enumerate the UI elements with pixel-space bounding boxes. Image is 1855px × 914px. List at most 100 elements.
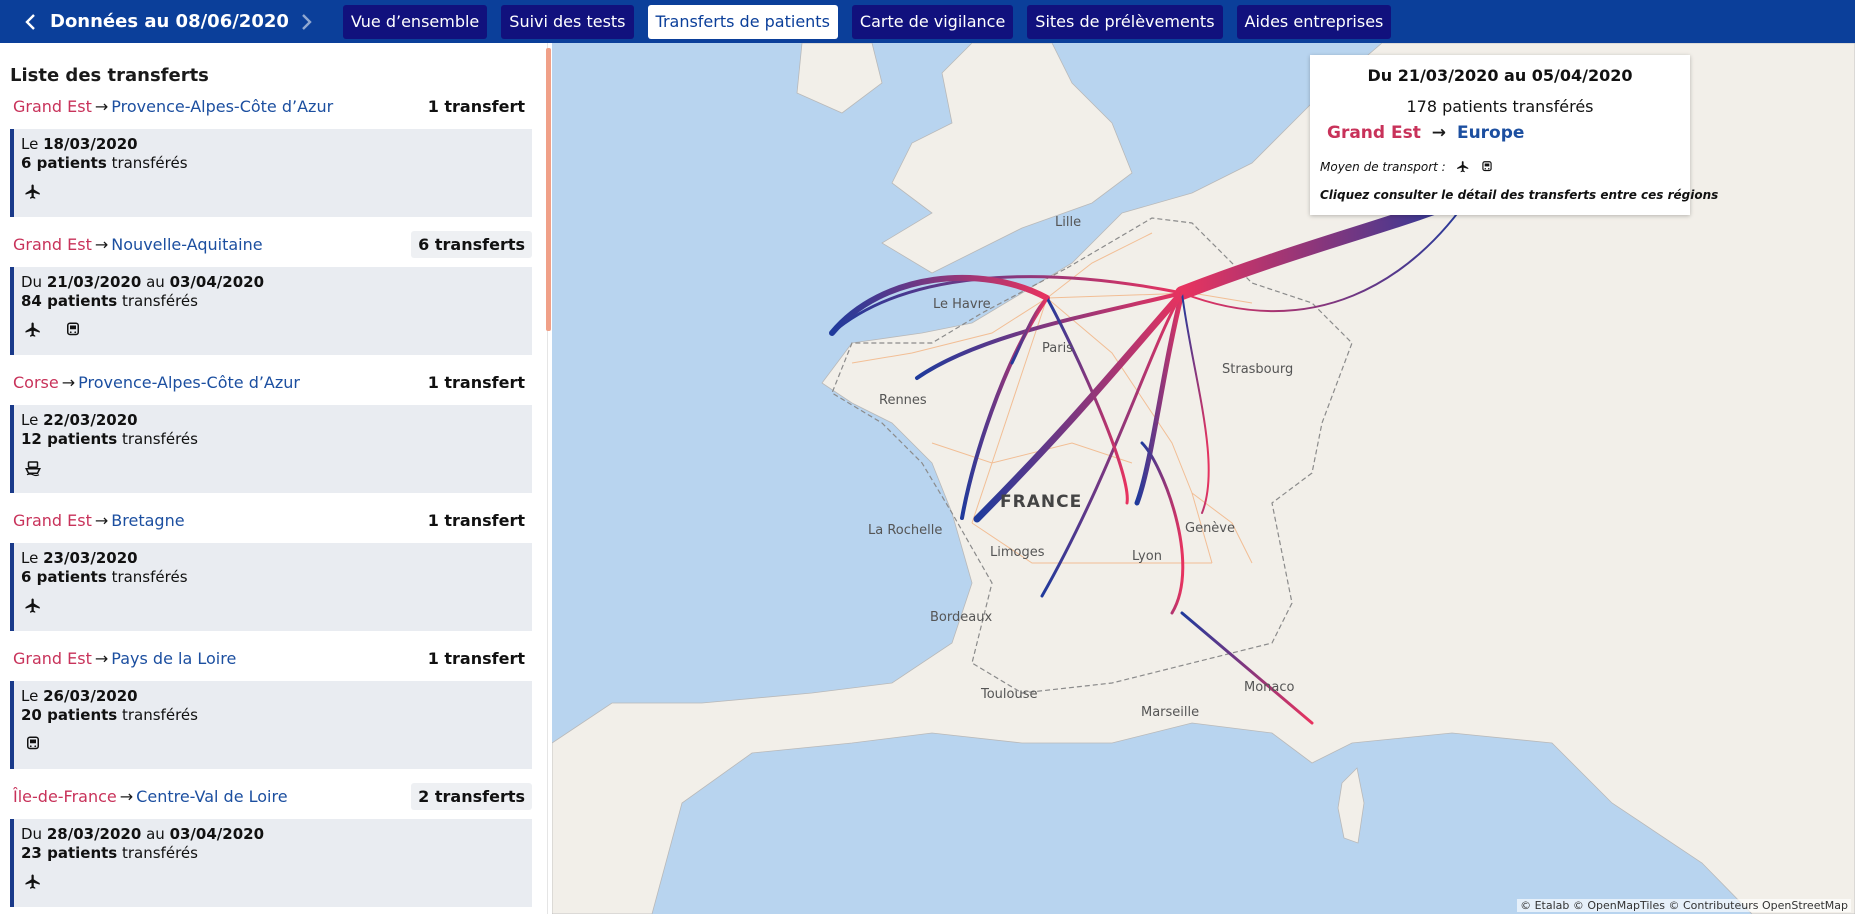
city-label-bordeaux: Bordeaux xyxy=(930,610,993,625)
popup-hint: Cliquez consulter le détail des transfer… xyxy=(1320,188,1719,202)
patient-count: 23 patients xyxy=(21,844,118,862)
transfer-dates: Du 21/03/2020 au 03/04/2020 xyxy=(21,273,532,292)
transport-icons xyxy=(21,872,532,892)
city-label-lyon: Lyon xyxy=(1132,549,1162,564)
train-icon xyxy=(67,322,79,336)
tab-transferts-patients[interactable]: Transferts de patients xyxy=(647,4,838,39)
transfer-patients: 6 patients transférés xyxy=(21,568,532,587)
popup-transport-label: Moyen de transport : xyxy=(1320,160,1446,174)
route-from: Corse xyxy=(13,372,59,392)
date-prefix: Le xyxy=(21,549,39,567)
map-canvas xyxy=(552,43,1855,914)
patient-suffix: transférés xyxy=(122,844,198,862)
route-to: Bretagne xyxy=(111,510,185,530)
transfer-list-panel: Liste des transferts Grand Est → Provence-… xyxy=(0,43,548,914)
transfer-group-header[interactable]: Corse → Provence-Alpes-Côte d’Azur 1 transf… xyxy=(10,366,532,398)
route-to: Provence-Alpes-Côte d’Azur xyxy=(78,372,300,392)
popup-route: Grand Est → Europe xyxy=(1327,123,1524,143)
previous-date-button[interactable] xyxy=(20,11,42,33)
transport-icons xyxy=(21,182,532,202)
transport-icons xyxy=(21,320,532,340)
patient-suffix: transférés xyxy=(122,706,198,724)
patient-suffix: transférés xyxy=(122,292,198,310)
route-to: Pays de la Loire xyxy=(111,648,237,668)
route-to: Centre-Val de Loire xyxy=(136,786,288,806)
transfer-group-header[interactable]: Grand Est → Nouvelle-Aquitaine 6 transferts xyxy=(10,228,532,260)
transfer-group[interactable]: Grand Est → Bretagne 1 transfert Le 23/03/20… xyxy=(10,504,532,631)
transport-icons xyxy=(21,734,532,754)
top-bar: Données au 08/06/2020 Vue d’ensemble Sui… xyxy=(0,0,1855,43)
transfer-dates: Le 22/03/2020 xyxy=(21,411,532,430)
tab-aides-entreprises[interactable]: Aides entreprises xyxy=(1236,4,1392,39)
transfer-group-header[interactable]: Île-de-France → Centre-Val de Loire 2 trans… xyxy=(10,780,532,812)
city-label-geneve: Genève xyxy=(1185,521,1236,536)
date-prefix: Le xyxy=(21,135,39,153)
transfer-group[interactable]: Corse → Provence-Alpes-Côte d’Azur 1 transf… xyxy=(10,366,532,493)
route-arrow: → xyxy=(94,510,109,530)
route-arrow: → xyxy=(94,234,109,254)
plane-icon xyxy=(25,874,40,889)
transfer-group-header[interactable]: Grand Est → Bretagne 1 transfert xyxy=(10,504,532,536)
transfer-route: Grand Est → Provence-Alpes-Côte d’Azur xyxy=(13,97,333,116)
transfer-card[interactable]: Le 26/03/2020 20 patients transférés xyxy=(10,681,532,769)
transfer-map[interactable]: Lille Le Havre Paris Strasbourg Rennes L… xyxy=(552,43,1855,914)
date-end: 03/04/2020 xyxy=(169,273,265,291)
transfer-card[interactable]: Le 18/03/2020 6 patients transférés xyxy=(10,129,532,217)
transfer-group[interactable]: Grand Est → Provence-Alpes-Côte d’Azur 1 tr… xyxy=(10,90,532,217)
date-title: Données au 08/06/2020 xyxy=(50,11,289,32)
popup-transport: Moyen de transport : xyxy=(1320,160,1494,174)
transfer-route: Grand Est → Pays de la Loire xyxy=(13,649,236,668)
transfer-card[interactable]: Du 21/03/2020 au 03/04/2020 84 patients t… xyxy=(10,267,532,355)
transfer-count-badge: 1 transfert xyxy=(427,372,525,392)
transfer-route: Île-de-France → Centre-Val de Loire xyxy=(13,787,288,806)
transfer-dates: Le 26/03/2020 xyxy=(21,687,532,706)
transfer-patients: 12 patients transférés xyxy=(21,430,532,449)
train-icon xyxy=(27,736,39,750)
country-label-france: FRANCE xyxy=(1000,492,1083,512)
tab-suivi-tests[interactable]: Suivi des tests xyxy=(501,4,634,39)
tab-sites-prelevements[interactable]: Sites de prélèvements xyxy=(1027,4,1223,39)
transfer-card[interactable]: Le 23/03/2020 6 patients transférés xyxy=(10,543,532,631)
transfer-route: Grand Est → Nouvelle-Aquitaine xyxy=(13,235,263,254)
popup-period: Du 21/03/2020 au 05/04/2020 xyxy=(1367,66,1633,85)
tab-vue-ensemble[interactable]: Vue d’ensemble xyxy=(342,4,488,39)
patient-suffix: transférés xyxy=(111,154,188,172)
transfer-info-popup[interactable]: Du 21/03/2020 au 05/04/2020 178 patients… xyxy=(1310,55,1718,215)
transfer-route: Corse → Provence-Alpes-Côte d’Azur xyxy=(13,373,300,392)
plane-icon xyxy=(25,184,40,199)
boat-icon xyxy=(25,461,41,477)
date-start: 23/03/2020 xyxy=(43,549,138,567)
date-prefix: Le xyxy=(21,687,39,705)
scrollbar[interactable] xyxy=(546,48,551,331)
transfer-group-header[interactable]: Grand Est → Pays de la Loire 1 transfert xyxy=(10,642,532,674)
transfer-group[interactable]: Grand Est → Nouvelle-Aquitaine 6 transferts… xyxy=(10,228,532,355)
city-label-paris: Paris xyxy=(1042,341,1073,356)
map-attribution: © Etalab © OpenMapTiles © Contributeurs … xyxy=(1517,899,1851,912)
route-arrow: → xyxy=(94,96,109,116)
transfer-patients: 20 patients transférés xyxy=(21,706,532,725)
route-to: Nouvelle-Aquitaine xyxy=(111,234,263,254)
transfer-group[interactable]: Grand Est → Pays de la Loire 1 transfert Le … xyxy=(10,642,532,769)
route-from: Île-de-France xyxy=(13,786,117,806)
city-label-le-havre: Le Havre xyxy=(933,297,991,312)
transfer-patients: 84 patients transférés xyxy=(21,292,532,311)
date-prefix: Du xyxy=(21,825,43,843)
city-label-la-rochelle: La Rochelle xyxy=(868,523,943,538)
transfer-group[interactable]: Île-de-France → Centre-Val de Loire 2 trans… xyxy=(10,780,532,907)
city-label-marseille: Marseille xyxy=(1141,705,1200,720)
transfer-card[interactable]: Le 22/03/2020 12 patients transférés xyxy=(10,405,532,493)
transfer-count-badge: 2 transferts xyxy=(411,782,532,810)
popup-from-region: Grand Est xyxy=(1327,123,1421,143)
date-prefix: Du xyxy=(21,273,43,291)
next-date-button[interactable] xyxy=(295,11,317,33)
date-start: 18/03/2020 xyxy=(43,135,138,153)
route-to: Provence-Alpes-Côte d’Azur xyxy=(111,96,334,116)
transfer-group-header[interactable]: Grand Est → Provence-Alpes-Côte d’Azur 1 tr… xyxy=(10,90,532,122)
city-label-rennes: Rennes xyxy=(879,393,927,408)
transfer-count-badge: 1 transfert xyxy=(427,96,525,116)
transfer-card[interactable]: Du 28/03/2020 au 03/04/2020 23 patients t… xyxy=(10,819,532,907)
tab-carte-vigilance[interactable]: Carte de vigilance xyxy=(851,4,1014,39)
popup-route-arrow: → xyxy=(1431,123,1447,143)
route-arrow: → xyxy=(61,372,76,392)
date-mid: au xyxy=(146,825,165,843)
